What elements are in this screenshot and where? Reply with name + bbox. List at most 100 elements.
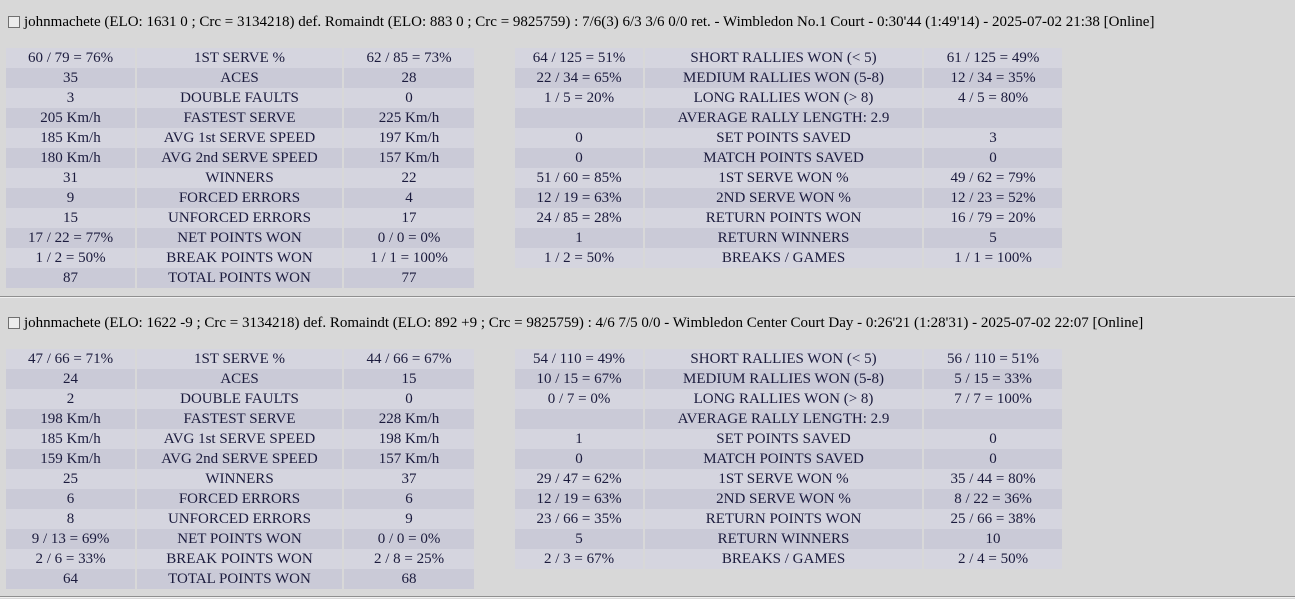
stat-row: AVERAGE RALLY LENGTH: 2.9	[515, 409, 1062, 429]
stat-value-p2: 35 / 44 = 80%	[924, 469, 1062, 489]
stat-label: FASTEST SERVE	[137, 108, 342, 128]
stat-value-p1: 15	[6, 208, 135, 228]
stat-row: 29 / 47 = 62% 1ST SERVE WON % 35 / 44 = 80…	[515, 469, 1062, 489]
stat-label: MEDIUM RALLIES WON (5-8)	[645, 68, 922, 88]
stat-value-p2: 12 / 34 = 35%	[924, 68, 1062, 88]
stat-value-p2: 3	[924, 128, 1062, 148]
stat-label: LONG RALLIES WON (> 8)	[645, 88, 922, 108]
stat-value-p1: 35	[6, 68, 135, 88]
stat-label: WINNERS	[137, 469, 342, 489]
stat-row: 2 / 6 = 33% BREAK POINTS WON 2 / 8 = 25%	[6, 549, 474, 569]
stat-value-p1: 29 / 47 = 62%	[515, 469, 643, 489]
stat-value-p2: 5	[924, 228, 1062, 248]
stat-label: 2ND SERVE WON %	[645, 489, 922, 509]
stat-label: MATCH POINTS SAVED	[645, 148, 922, 168]
section-divider	[0, 596, 1295, 598]
stat-value-p2: 2 / 8 = 25%	[344, 549, 474, 569]
match-entry-1: johnmachete (ELO: 1631 0 ; Crc = 3134218…	[0, 13, 1295, 288]
stat-value-p2: 62 / 85 = 73%	[344, 48, 474, 68]
stat-value-p2: 0	[924, 429, 1062, 449]
stat-label: RETURN WINNERS	[645, 228, 922, 248]
stat-label: NET POINTS WON	[137, 529, 342, 549]
rally-stats-table: 54 / 110 = 49% SHORT RALLIES WON (< 5) 56 …	[513, 349, 1064, 569]
stat-row: 5 RETURN WINNERS 10	[515, 529, 1062, 549]
stat-row: 198 Km/h FASTEST SERVE 228 Km/h	[6, 409, 474, 429]
stat-row: 159 Km/h AVG 2nd SERVE SPEED 157 Km/h	[6, 449, 474, 469]
stat-value-p1: 87	[6, 268, 135, 288]
stat-value-p1: 10 / 15 = 67%	[515, 369, 643, 389]
stat-value-p1: 24 / 85 = 28%	[515, 208, 643, 228]
match-select-checkbox[interactable]	[8, 16, 20, 28]
stat-label: NET POINTS WON	[137, 228, 342, 248]
stat-label: AVG 2nd SERVE SPEED	[137, 148, 342, 168]
stat-row: 12 / 19 = 63% 2ND SERVE WON % 8 / 22 = 36%	[515, 489, 1062, 509]
stat-row: 24 ACES 15	[6, 369, 474, 389]
stat-row: 1 / 5 = 20% LONG RALLIES WON (> 8) 4 / 5 =…	[515, 88, 1062, 108]
stat-row: 0 MATCH POINTS SAVED 0	[515, 148, 1062, 168]
stat-label: TOTAL POINTS WON	[137, 268, 342, 288]
stat-label: BREAK POINTS WON	[137, 248, 342, 268]
match-select-checkbox[interactable]	[8, 317, 20, 329]
stats-tables: 47 / 66 = 71% 1ST SERVE % 44 / 66 = 67% 24 A…	[0, 349, 1295, 589]
serve-stats-table: 47 / 66 = 71% 1ST SERVE % 44 / 66 = 67% 24 A…	[4, 349, 476, 589]
stat-value-p2: 2 / 4 = 50%	[924, 549, 1062, 569]
stat-label: AVERAGE RALLY LENGTH: 2.9	[645, 108, 922, 128]
stat-value-p2: 68	[344, 569, 474, 589]
stat-value-p2: 157 Km/h	[344, 449, 474, 469]
stat-value-p2: 4 / 5 = 80%	[924, 88, 1062, 108]
stat-value-p2: 44 / 66 = 67%	[344, 349, 474, 369]
stat-label: RETURN POINTS WON	[645, 509, 922, 529]
stat-row: 2 / 3 = 67% BREAKS / GAMES 2 / 4 = 50%	[515, 549, 1062, 569]
stat-row: 22 / 34 = 65% MEDIUM RALLIES WON (5-8) 12 …	[515, 68, 1062, 88]
stat-value-p2: 49 / 62 = 79%	[924, 168, 1062, 188]
stat-value-p2: 22	[344, 168, 474, 188]
stat-value-p1: 205 Km/h	[6, 108, 135, 128]
stat-row: 1 SET POINTS SAVED 0	[515, 429, 1062, 449]
stat-label: FORCED ERRORS	[137, 489, 342, 509]
stat-value-p1	[515, 108, 643, 128]
stat-label: 1ST SERVE WON %	[645, 469, 922, 489]
stat-row: 0 / 7 = 0% LONG RALLIES WON (> 8) 7 / 7 = …	[515, 389, 1062, 409]
stat-label: ACES	[137, 369, 342, 389]
stat-value-p2: 0	[924, 148, 1062, 168]
stat-row: 9 / 13 = 69% NET POINTS WON 0 / 0 = 0%	[6, 529, 474, 549]
stat-value-p1	[515, 409, 643, 429]
stat-value-p1: 5	[515, 529, 643, 549]
stat-value-p1: 24	[6, 369, 135, 389]
stat-row: 51 / 60 = 85% 1ST SERVE WON % 49 / 62 = 79…	[515, 168, 1062, 188]
stat-row: 87 TOTAL POINTS WON 77	[6, 268, 474, 288]
stat-row: 1 / 2 = 50% BREAK POINTS WON 1 / 1 = 100%	[6, 248, 474, 268]
stat-label: 1ST SERVE %	[137, 349, 342, 369]
stat-value-p2: 9	[344, 509, 474, 529]
stat-label: AVG 1st SERVE SPEED	[137, 128, 342, 148]
stat-label: BREAKS / GAMES	[645, 248, 922, 268]
stat-value-p1: 6	[6, 489, 135, 509]
stat-value-p2: 197 Km/h	[344, 128, 474, 148]
stat-label: SET POINTS SAVED	[645, 128, 922, 148]
stat-value-p2: 17	[344, 208, 474, 228]
stat-value-p1: 17 / 22 = 77%	[6, 228, 135, 248]
stat-value-p1: 2	[6, 389, 135, 409]
stat-label: UNFORCED ERRORS	[137, 509, 342, 529]
stat-value-p2: 37	[344, 469, 474, 489]
stat-row: 185 Km/h AVG 1st SERVE SPEED 197 Km/h	[6, 128, 474, 148]
stat-value-p2: 61 / 125 = 49%	[924, 48, 1062, 68]
stat-label: MEDIUM RALLIES WON (5-8)	[645, 369, 922, 389]
stat-value-p2: 4	[344, 188, 474, 208]
stat-row: 17 / 22 = 77% NET POINTS WON 0 / 0 = 0%	[6, 228, 474, 248]
stat-row: 6 FORCED ERRORS 6	[6, 489, 474, 509]
match-header: johnmachete (ELO: 1622 -9 ; Crc = 313421…	[6, 314, 1295, 332]
stat-row: 24 / 85 = 28% RETURN POINTS WON 16 / 79 = …	[515, 208, 1062, 228]
stat-row: 54 / 110 = 49% SHORT RALLIES WON (< 5) 56 …	[515, 349, 1062, 369]
stat-label: BREAK POINTS WON	[137, 549, 342, 569]
stat-row: 64 TOTAL POINTS WON 68	[6, 569, 474, 589]
stat-label: DOUBLE FAULTS	[137, 88, 342, 108]
stat-value-p1: 2 / 6 = 33%	[6, 549, 135, 569]
stat-value-p1: 25	[6, 469, 135, 489]
stat-value-p1: 1 / 2 = 50%	[6, 248, 135, 268]
stat-value-p2: 15	[344, 369, 474, 389]
stat-label: FORCED ERRORS	[137, 188, 342, 208]
stat-value-p2: 0	[924, 449, 1062, 469]
stat-value-p1: 185 Km/h	[6, 429, 135, 449]
stat-label: DOUBLE FAULTS	[137, 389, 342, 409]
